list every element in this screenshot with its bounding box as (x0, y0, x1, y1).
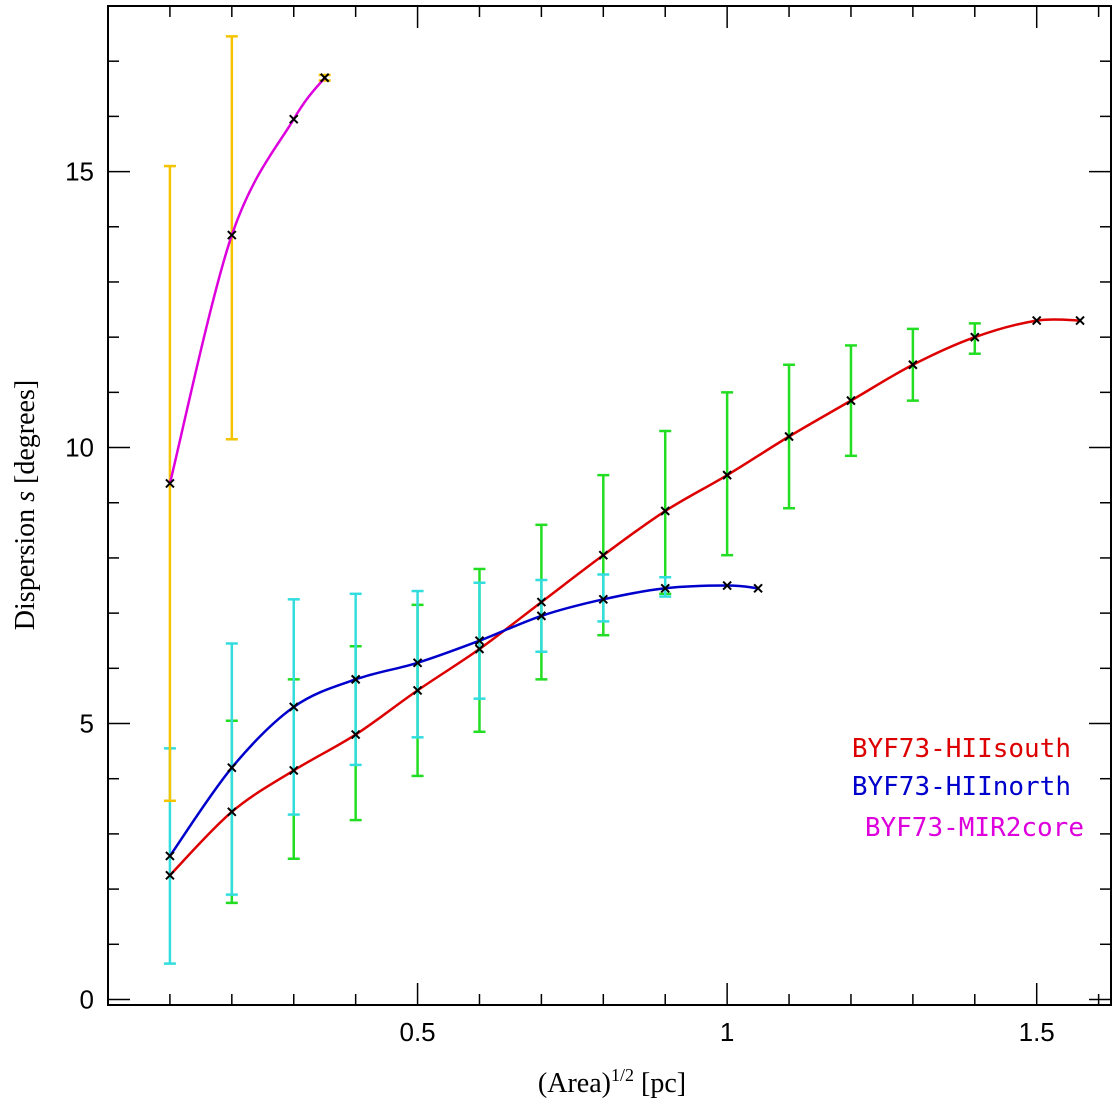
data-point-hiisouth (289, 765, 299, 776)
data-point-hiinorth (753, 583, 763, 593)
marker-stroke (598, 594, 609, 605)
marker-stroke (908, 360, 918, 370)
marker-stroke (536, 611, 547, 621)
marker-stroke (165, 478, 175, 489)
marker-stroke (474, 644, 485, 654)
error-bars (163, 35, 981, 965)
y-axis-title: Dispersion s [degrees] (10, 380, 41, 630)
marker-stroke (536, 597, 547, 607)
data-point-hiisouth (1031, 315, 1042, 326)
y-tick-label: 10 (65, 433, 94, 463)
data-point-hiinorth (165, 851, 175, 861)
marker-stroke (598, 550, 609, 560)
marker-stroke (784, 431, 794, 442)
marker-stroke (660, 583, 670, 593)
data-point-hiinorth (722, 580, 732, 591)
marker-stroke (350, 729, 361, 740)
x-axis-title: (Area)1/2 [pc] (538, 1065, 686, 1099)
marker-stroke (970, 332, 980, 342)
marker-stroke (753, 583, 763, 593)
y-axis-title-suffix: [degrees] (10, 380, 41, 491)
marker-stroke (227, 762, 237, 773)
data-point-hiinorth (350, 674, 361, 685)
data-point-hiinorth (598, 594, 609, 605)
marker-stroke (289, 114, 299, 124)
data-point-hiisouth (598, 550, 609, 560)
data-point-hiisouth (474, 644, 485, 654)
marker-stroke (289, 765, 299, 776)
plot-frame (107, 5, 1112, 1006)
legend-entry-mir2core: BYF73-MIR2core (865, 813, 1084, 843)
data-point-hiisouth (846, 395, 856, 406)
data-point-hiisouth (1075, 315, 1085, 326)
marker-stroke (722, 470, 732, 480)
x-tick-label: 1 (720, 1017, 734, 1047)
x-tick-label: 0.5 (399, 1017, 435, 1047)
marker-stroke (412, 658, 423, 668)
marker-stroke (722, 580, 732, 591)
marker-stroke (1031, 315, 1042, 326)
marker-stroke (165, 851, 175, 861)
y-tick-label: 5 (80, 709, 94, 739)
data-point-hiinorth (412, 658, 423, 668)
data-point-hiisouth (784, 431, 794, 442)
data-point-hiisouth (350, 729, 361, 740)
marker-stroke (289, 702, 299, 712)
x-axis-title-unit: [pc] (641, 1068, 686, 1099)
marker-stroke (412, 685, 423, 696)
data-point-hiisouth (970, 332, 980, 342)
data-point-hiinorth (474, 636, 485, 646)
data-point-mir2core (319, 73, 330, 83)
series-line-mir2core (168, 76, 326, 484)
marker-stroke (474, 636, 485, 646)
data-markers (165, 73, 1085, 881)
y-axis-title-symbol: s (10, 491, 41, 502)
marker-stroke (846, 395, 856, 406)
data-point-hiisouth (660, 506, 670, 516)
legend: BYF73-HIIsouth BYF73-HIInorth BYF73-MIR2… (852, 734, 1084, 843)
series-line-hiinorth (168, 584, 759, 857)
x-axis-title-base: (Area) (538, 1068, 611, 1099)
data-point-hiisouth (722, 470, 732, 480)
x-axis-title-superscript: 1/2 (611, 1065, 634, 1085)
y-tick-label: 15 (65, 157, 94, 187)
data-point-hiinorth (227, 762, 237, 773)
y-tick-label: 0 (80, 984, 94, 1014)
legend-entry-hiisouth: BYF73-HIIsouth (852, 734, 1071, 764)
marker-stroke (350, 674, 361, 685)
data-point-hiisouth (412, 685, 423, 696)
series-line-hiisouth (169, 318, 1081, 877)
x-tick-label: 1.5 (1019, 1017, 1055, 1047)
series-lines (168, 76, 1081, 877)
marker-stroke (165, 870, 175, 881)
data-point-hiisouth (908, 360, 918, 370)
axis-tick-labels: 0.5 1 1.5 0 5 10 15 (65, 157, 1055, 1047)
marker-stroke (227, 230, 237, 240)
data-point-hiisouth (165, 870, 175, 881)
data-point-hiisouth (227, 807, 237, 817)
data-point-mir2core (165, 478, 175, 489)
data-point-hiinorth (289, 702, 299, 712)
data-point-hiinorth (536, 611, 547, 621)
marker-stroke (1075, 315, 1085, 326)
marker-stroke (319, 73, 330, 83)
data-point-mir2core (289, 114, 299, 124)
legend-entry-hiinorth: BYF73-HIInorth (852, 772, 1071, 802)
axis-ticks (108, 6, 1111, 1005)
marker-stroke (227, 807, 237, 817)
marker-stroke (660, 506, 670, 516)
data-point-mir2core (227, 230, 237, 240)
data-point-hiisouth (536, 597, 547, 607)
data-point-hiinorth (660, 583, 670, 593)
y-axis-title-prefix: Dispersion (10, 502, 41, 630)
